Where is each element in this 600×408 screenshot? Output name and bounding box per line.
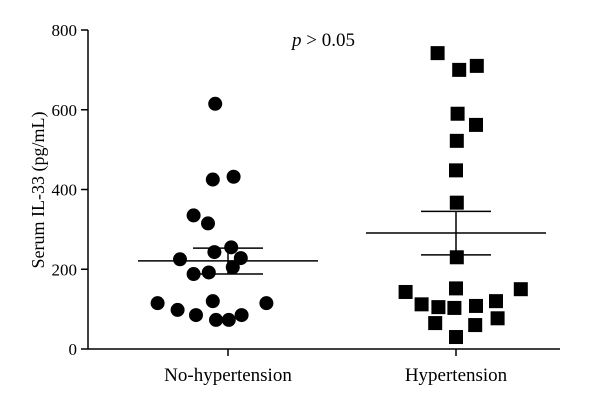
y-tick-label: 200 <box>52 260 78 279</box>
data-point-circle <box>173 252 187 267</box>
data-point-square <box>490 311 505 326</box>
data-point-square <box>449 195 464 210</box>
data-point-circle <box>205 172 220 187</box>
y-tick-label: 0 <box>69 340 78 359</box>
data-point-circle <box>234 308 249 323</box>
data-point-square <box>469 298 483 313</box>
data-point-square <box>449 330 463 345</box>
data-point-circle <box>189 308 203 323</box>
data-point-square <box>449 281 463 296</box>
data-point-square <box>431 300 446 315</box>
data-point-circle <box>207 245 222 260</box>
data-point-square <box>449 250 464 265</box>
y-axis-title: Serum IL-33 (pg/mL) <box>28 112 49 269</box>
data-point-circle <box>170 302 185 317</box>
y-tick-label: 800 <box>52 21 78 40</box>
data-point-square <box>469 58 484 73</box>
series-no-hypertension <box>138 96 318 327</box>
data-point-square <box>513 282 528 297</box>
data-point-circle <box>205 294 220 309</box>
data-point-circle <box>225 260 240 275</box>
data-point-square <box>468 318 483 333</box>
data-point-square <box>428 316 443 331</box>
p-value-text: > 0.05 <box>302 30 355 51</box>
data-point-circle <box>208 96 223 111</box>
data-point-circle <box>201 216 215 231</box>
series-hypertension <box>366 46 546 345</box>
p-symbol: p <box>290 30 302 51</box>
data-point-circle <box>209 312 223 327</box>
x-category-label: No-hypertension <box>164 365 292 386</box>
data-point-circle <box>226 169 241 184</box>
data-point-square <box>447 300 462 315</box>
data-point-square <box>449 133 464 148</box>
data-point-square <box>450 106 465 121</box>
data-point-square <box>452 62 467 77</box>
data-point-circle <box>201 265 216 280</box>
axes: 0 200 400 600 800 No-hypertension Hypertension <box>52 21 560 386</box>
data-point-square <box>489 294 503 309</box>
data-marks <box>138 46 546 345</box>
data-point-square <box>398 284 413 299</box>
y-tick-label: 600 <box>52 101 78 120</box>
data-point-circle <box>221 312 236 327</box>
data-point-circle <box>259 296 274 311</box>
data-point-square <box>449 163 463 178</box>
data-point-square <box>469 117 483 132</box>
y-tick-label: 400 <box>52 181 78 200</box>
data-point-square <box>414 297 429 312</box>
data-point-circle <box>224 240 239 255</box>
data-point-square <box>430 46 445 61</box>
x-category-label: Hypertension <box>405 365 508 386</box>
data-point-circle <box>186 208 201 223</box>
data-point-circle <box>150 296 165 311</box>
p-value-annotation: p > 0.05 <box>290 30 355 51</box>
